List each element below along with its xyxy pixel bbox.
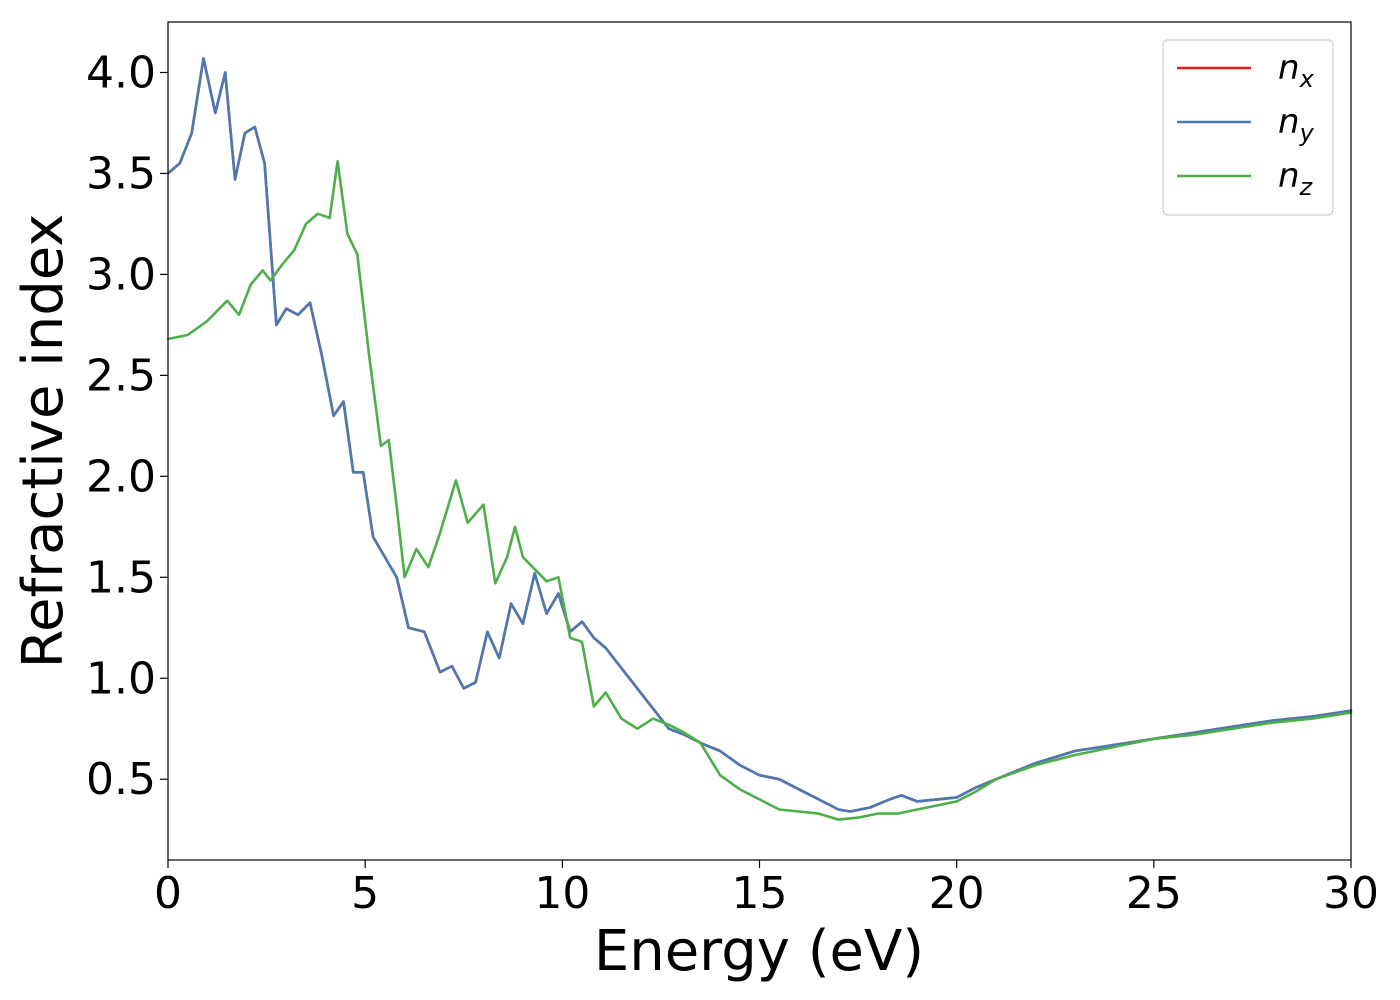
y-tick-label: 4.0	[86, 47, 156, 98]
y-tick-label: 3.0	[86, 249, 156, 300]
y-tick-label: 1.5	[86, 552, 156, 603]
x-axis-ticks: 0 5 10 15 20 25 30	[154, 860, 1379, 919]
y-tick-label: 0.5	[86, 754, 156, 805]
x-tick-label: 30	[1323, 868, 1379, 919]
x-tick-label: 15	[732, 868, 788, 919]
y-axis-title: Refractive index	[11, 214, 76, 669]
x-axis-title: Energy (eV)	[594, 919, 924, 984]
y-tick-label: 2.0	[86, 451, 156, 502]
legend-box	[1162, 39, 1334, 216]
x-tick-label: 5	[351, 868, 379, 919]
x-tick-label: 10	[534, 868, 590, 919]
x-tick-label: 20	[929, 868, 985, 919]
series-layer	[166, 57, 1353, 821]
x-tick-label: 25	[1126, 868, 1182, 919]
y-tick-label: 3.5	[86, 148, 156, 199]
series-line-nz	[166, 160, 1353, 821]
y-axis-ticks: 0.5 1.0 1.5 2.0 2.5 3.0 3.5 4.0	[86, 47, 168, 805]
y-tick-label: 2.5	[86, 350, 156, 401]
y-tick-label: 1.0	[86, 653, 156, 704]
x-tick-label: 0	[154, 868, 182, 919]
